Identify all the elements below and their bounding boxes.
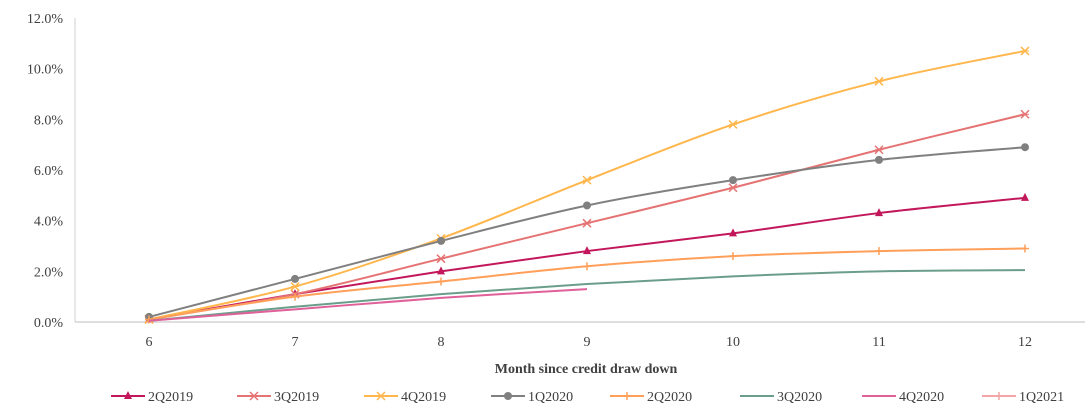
data-point-marker (582, 218, 592, 228)
x-axis-title: Month since credit draw down (495, 362, 678, 377)
legend-item: 2Q2020 (610, 390, 692, 405)
data-point-marker (290, 282, 300, 292)
data-point-marker (728, 119, 738, 129)
legend-item: 1Q2020 (491, 390, 573, 405)
series-line (148, 113, 1026, 321)
data-point-marker (583, 201, 591, 210)
series-1Q2020 (145, 143, 1029, 321)
data-point-marker (1021, 244, 1029, 253)
data-point-marker (875, 155, 883, 164)
x-tick-label: 9 (584, 335, 591, 350)
y-tick-label: 2.0% (34, 265, 64, 280)
legend-label: 3Q2019 (274, 390, 319, 405)
series-4Q2020 (148, 288, 588, 322)
series-2Q2019 (145, 192, 1029, 323)
data-point-marker (995, 392, 1003, 400)
x-tick-label: 7 (292, 335, 299, 350)
legend-label: 1Q2020 (528, 390, 573, 405)
axes (74, 18, 1085, 323)
legend-label: 4Q2020 (899, 390, 944, 405)
x-tick-label: 11 (872, 335, 885, 350)
data-point-marker (437, 266, 445, 275)
data-point-marker (436, 254, 446, 264)
x-tick-label: 10 (726, 335, 740, 350)
legend-item: 2Q2019 (111, 390, 193, 405)
data-point-marker (728, 183, 738, 193)
y-tick-label: 4.0% (34, 215, 64, 230)
data-point-marker (582, 175, 592, 185)
data-point-marker (729, 228, 737, 237)
series-lines (144, 46, 1030, 324)
series-3Q2020 (148, 269, 1026, 322)
data-point-marker (249, 391, 259, 401)
data-point-marker (145, 315, 153, 324)
series-2Q2020 (145, 244, 1029, 324)
data-point-marker (1021, 192, 1029, 201)
data-point-marker (1020, 46, 1030, 56)
series-line (148, 269, 1026, 322)
data-point-marker (583, 262, 591, 271)
data-point-marker (504, 392, 512, 400)
legend-item: 4Q2019 (364, 390, 446, 405)
y-tick-label: 6.0% (34, 164, 64, 179)
x-tick-label: 6 (146, 335, 153, 350)
legend-label: 2Q2019 (148, 390, 193, 405)
series-line (148, 146, 1026, 318)
data-point-marker (1020, 109, 1030, 119)
data-point-marker (437, 277, 445, 286)
data-point-marker (874, 145, 884, 155)
y-tick-label: 12.0% (27, 12, 64, 27)
data-point-marker (1021, 143, 1029, 152)
legend: 2Q2019 3Q2019 4Q2019 1Q2020 2Q2020 3Q2020 4Q20… (111, 390, 1064, 405)
data-point-marker (875, 208, 883, 217)
data-point-marker (291, 274, 299, 283)
series-line (148, 196, 1026, 321)
legend-label: 1Q2021 (1019, 390, 1064, 405)
y-tick-label: 0.0% (34, 316, 64, 331)
data-point-marker (874, 76, 884, 86)
legend-label: 2Q2020 (647, 390, 692, 405)
data-point-marker (376, 391, 386, 401)
legend-item: 4Q2020 (862, 390, 944, 405)
data-point-marker (437, 236, 445, 245)
series-4Q2019 (144, 46, 1030, 324)
x-tick-label: 8 (438, 335, 445, 350)
data-point-marker (124, 391, 132, 399)
data-point-marker (729, 252, 737, 261)
legend-item: 3Q2020 (740, 390, 822, 405)
series-line (148, 49, 1026, 321)
legend-item: 3Q2019 (237, 390, 319, 405)
y-tick-labels: 0.0% 2.0% 4.0% 6.0% 8.0% 10.0% 12.0% (27, 12, 64, 331)
data-point-marker (623, 392, 631, 400)
legend-label: 4Q2019 (401, 390, 446, 405)
x-tick-label: 12 (1018, 335, 1032, 350)
y-tick-label: 8.0% (34, 113, 64, 128)
y-tick-label: 10.0% (27, 63, 64, 78)
data-point-marker (291, 292, 299, 301)
data-point-marker (875, 247, 883, 256)
legend-item: 1Q2021 (982, 390, 1064, 405)
series-line (148, 288, 588, 322)
data-point-marker (729, 176, 737, 185)
x-tick-labels: 6 7 8 9 10 11 12 (146, 335, 1033, 350)
data-point-marker (583, 246, 591, 255)
legend-label: 3Q2020 (777, 390, 822, 405)
